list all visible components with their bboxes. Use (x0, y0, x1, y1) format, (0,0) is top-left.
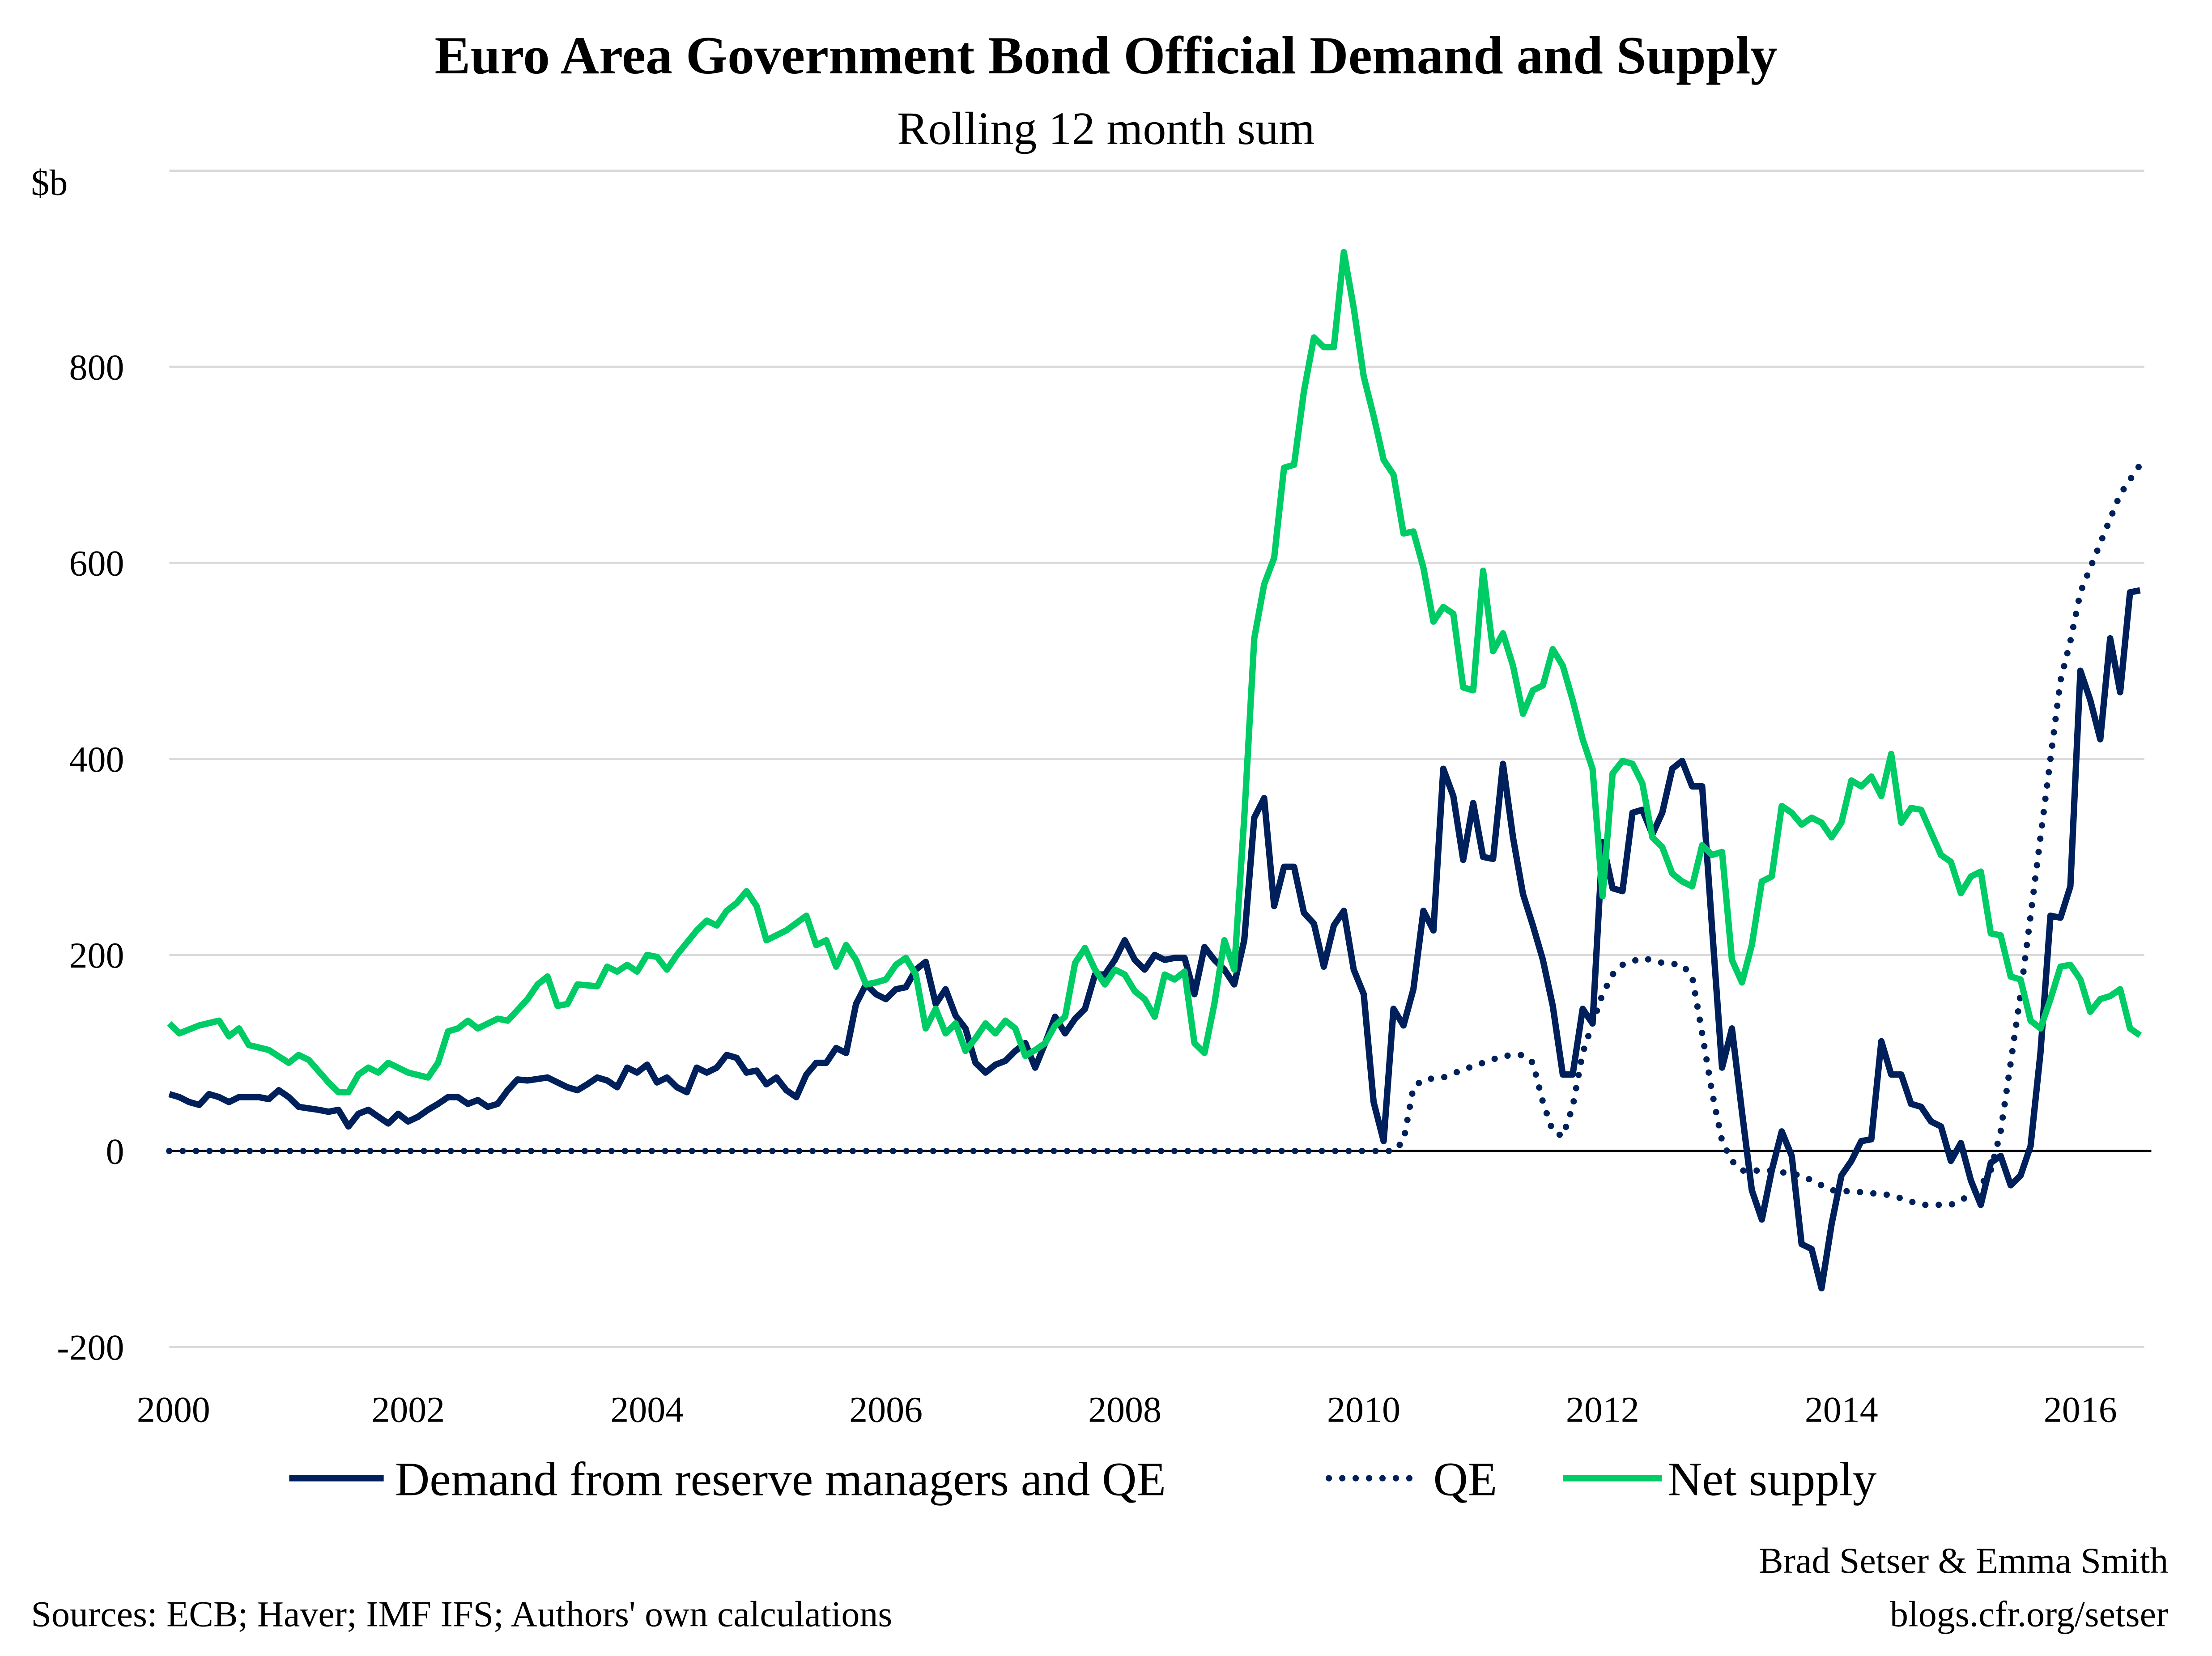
x-tick-label: 2010 (1327, 1389, 1400, 1430)
x-tick-label: 2016 (2044, 1389, 2117, 1430)
chart-subtitle: Rolling 12 month sum (897, 102, 1315, 154)
y-tick-label: 0 (106, 1131, 124, 1172)
series-line-demand-from-reserve-managers-and-qe (168, 587, 2141, 1291)
x-tick-label: 2002 (371, 1389, 445, 1430)
legend-label-net-supply: Net supply (1668, 1452, 1877, 1506)
legend: Demand from reserve managers and QE QE N… (289, 1452, 1877, 1506)
gridlines (169, 170, 2144, 1348)
credit-authors: Brad Setser & Emma Smith (1759, 1540, 2168, 1581)
y-tick-label: 600 (69, 543, 124, 584)
series-line-net-supply (167, 249, 2142, 1096)
chart-title: Euro Area Government Bond Official Deman… (435, 25, 1778, 85)
x-tick-label: 2014 (1805, 1389, 1878, 1430)
y-tick-label: -200 (57, 1327, 124, 1368)
series-lines (166, 249, 2144, 1291)
x-tick-label: 2004 (610, 1389, 684, 1430)
legend-label-demand: Demand from reserve managers and QE (395, 1452, 1166, 1506)
sources-note: Sources: ECB; Haver; IMF IFS; Authors' o… (31, 1594, 892, 1635)
x-tick-label: 2012 (1566, 1389, 1639, 1430)
y-tick-label: 800 (69, 347, 124, 387)
legend-label-qe: QE (1434, 1452, 1497, 1506)
x-tick-label: 2006 (849, 1389, 923, 1430)
series-line-qe (166, 461, 2144, 1208)
y-tick-label: 400 (69, 739, 124, 780)
x-tick-label: 2000 (137, 1389, 210, 1430)
y-tick-labels: -200 0 200 400 600 800 (57, 347, 124, 1367)
x-tick-labels: 2000 2002 2004 2006 2008 2010 2012 2014 2016 (137, 1389, 2117, 1430)
credit-site: blogs.cfr.org/setser (1890, 1594, 2168, 1635)
y-axis-label: $b (31, 162, 68, 203)
x-tick-label: 2008 (1088, 1389, 1161, 1430)
y-tick-label: 200 (69, 935, 124, 976)
